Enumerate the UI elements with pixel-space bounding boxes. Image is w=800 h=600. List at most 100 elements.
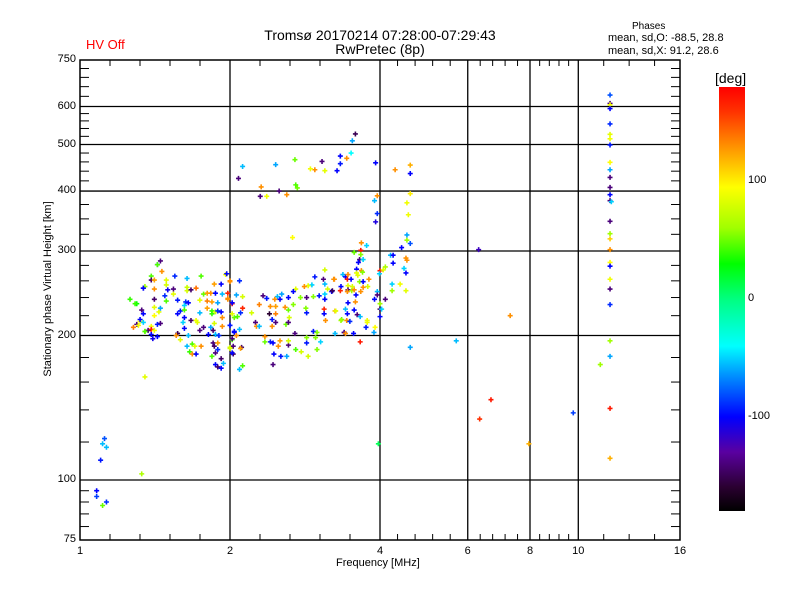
data-point (321, 306, 327, 312)
data-point (305, 353, 311, 359)
data-point (238, 310, 244, 316)
data-point (205, 331, 211, 337)
data-point (215, 347, 221, 353)
colorbar-tick-label: 0 (748, 292, 755, 304)
data-point (193, 285, 199, 291)
data-point (151, 286, 157, 292)
data-point (98, 457, 104, 463)
data-point (340, 272, 346, 278)
data-point (137, 316, 143, 322)
data-point (284, 353, 290, 359)
chart-title: Tromsø 20170214 07:28:00-07:29:43 (264, 27, 496, 43)
data-point (257, 193, 263, 199)
data-point (172, 273, 178, 279)
data-point (140, 311, 146, 317)
data-point (267, 339, 273, 345)
data-point (212, 350, 218, 356)
data-point (607, 136, 613, 142)
x-tick-label: 1 (76, 545, 84, 557)
data-point (334, 168, 340, 174)
data-point (307, 166, 313, 172)
data-point (103, 499, 109, 505)
data-point (364, 243, 370, 249)
data-point (285, 342, 291, 348)
data-point (231, 315, 237, 321)
data-point (140, 319, 146, 325)
data-point (345, 300, 351, 306)
data-point (237, 326, 243, 332)
data-point (185, 333, 191, 339)
data-point (212, 331, 218, 337)
data-point (188, 317, 194, 323)
colorbar-tick-label: 100 (748, 174, 767, 187)
data-point (377, 314, 383, 320)
data-point (349, 138, 355, 144)
data-point (342, 330, 348, 336)
data-point (404, 237, 410, 243)
data-point (219, 315, 225, 321)
data-point (322, 168, 328, 174)
data-point (262, 339, 268, 345)
data-point (150, 336, 156, 342)
data-point (526, 441, 532, 447)
data-point (233, 333, 239, 339)
data-point (404, 232, 410, 238)
data-point (260, 293, 266, 299)
data-point (185, 300, 191, 306)
data-point (229, 336, 235, 342)
data-point (100, 502, 106, 508)
data-point (145, 327, 151, 333)
phases-title: Phases (632, 21, 666, 32)
data-point (403, 288, 409, 294)
data-point (151, 327, 157, 333)
data-point (219, 291, 225, 297)
data-point (348, 276, 354, 282)
data-point (156, 309, 162, 315)
data-point (173, 333, 179, 339)
data-point (607, 174, 613, 180)
data-point (218, 309, 224, 315)
data-point (380, 267, 386, 273)
data-point (230, 343, 236, 349)
data-point (181, 307, 187, 313)
data-point (215, 300, 221, 306)
data-point (354, 312, 360, 318)
data-point (390, 252, 396, 258)
data-point (194, 319, 200, 325)
data-point (264, 295, 270, 301)
data-point (270, 362, 276, 368)
y-tick-label: 75 (63, 533, 76, 545)
data-point (407, 241, 413, 247)
data-point (331, 276, 337, 282)
data-point (177, 308, 183, 314)
data-point (372, 198, 378, 204)
y-tick-label: 600 (57, 99, 76, 112)
data-point (163, 298, 169, 304)
data-point (102, 436, 108, 442)
data-point (351, 330, 357, 336)
data-point (325, 286, 331, 292)
data-point (231, 329, 237, 335)
data-point (170, 291, 176, 297)
data-point (279, 291, 285, 297)
data-point (357, 314, 363, 320)
data-point (142, 374, 148, 380)
data-point (237, 278, 243, 284)
data-point (273, 303, 279, 309)
data-point (284, 192, 290, 198)
data-point (322, 281, 328, 287)
data-point (103, 444, 109, 450)
data-point (177, 337, 183, 343)
data-point (407, 191, 413, 197)
data-point (488, 397, 494, 403)
data-point (238, 345, 244, 351)
data-point (262, 334, 268, 340)
data-point (357, 339, 363, 345)
data-point (211, 320, 217, 326)
data-point (608, 199, 614, 205)
data-point (301, 284, 307, 290)
data-point (322, 291, 328, 297)
data-point (310, 328, 316, 334)
data-point (240, 163, 246, 169)
data-point (607, 92, 613, 98)
